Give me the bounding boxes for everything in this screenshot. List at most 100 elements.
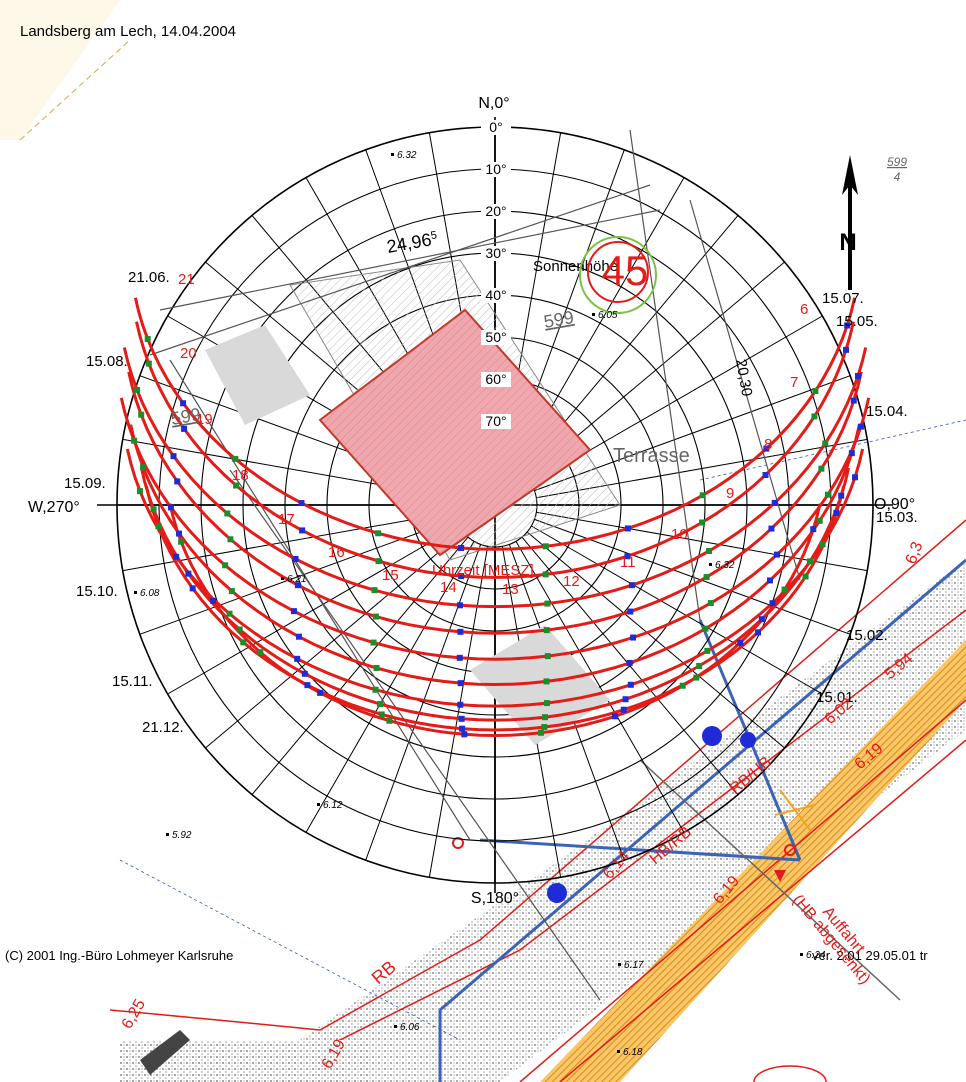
hour-mark — [457, 602, 464, 609]
spot-height-label: 5.92 — [172, 830, 192, 841]
altitude-tick-bg — [481, 414, 511, 429]
altitude-ticks: 0° 10° 20° 30° 40° 50° 60° 70° — [481, 119, 511, 429]
hour-mark — [228, 588, 235, 595]
hour-mark — [626, 659, 633, 666]
hour-label: 21 — [178, 271, 195, 288]
hour-label: 13 — [502, 581, 519, 598]
date-label-right: 15.07. — [822, 290, 864, 307]
road-elevation-label: 6,3 — [903, 540, 927, 567]
hour-mark — [317, 689, 324, 696]
hour-mark — [622, 696, 629, 703]
parcel-number-top: 599 — [887, 155, 907, 169]
hour-mark — [706, 547, 713, 554]
hour-mark — [155, 523, 162, 530]
hour-mark — [136, 488, 143, 495]
sun-path — [135, 321, 855, 579]
hour-mark — [144, 336, 151, 343]
hour-label: 19 — [196, 411, 213, 428]
spot-dot — [281, 577, 284, 580]
hour-mark — [857, 423, 864, 430]
altitude-tick-label: 70° — [485, 413, 506, 429]
hour-mark — [843, 346, 850, 353]
altitude-tick-bg — [481, 162, 511, 177]
hour-label: 8 — [764, 436, 772, 453]
hour-mark — [458, 544, 465, 551]
hour-mark — [819, 541, 826, 548]
hour-mark — [854, 372, 861, 379]
hour-mark — [131, 437, 138, 444]
hour-mark — [824, 491, 831, 498]
hour-label: 16 — [328, 544, 345, 561]
hour-mark — [294, 655, 301, 662]
hour-mark — [544, 600, 551, 607]
spot-height-label: 6.24 — [806, 950, 826, 961]
hour-mark — [810, 526, 817, 533]
hour-mark — [627, 608, 634, 615]
hour-mark — [771, 499, 778, 506]
spot-dot — [592, 313, 595, 316]
hour-mark — [233, 482, 240, 489]
spot-dot — [391, 153, 394, 156]
hour-mark — [224, 510, 231, 517]
hour-mark — [134, 386, 141, 393]
spot-height-label: 6.06 — [400, 1022, 420, 1033]
parcel-number-mid: 599 — [542, 307, 575, 332]
date-label-left: 21.06. — [128, 269, 170, 286]
hour-mark — [542, 543, 549, 550]
hour-mark — [373, 664, 380, 671]
spot-height-label: 6.32 — [397, 150, 417, 161]
sun-path — [140, 467, 850, 722]
hour-mark — [844, 322, 851, 329]
azimuth-line — [526, 531, 785, 749]
hour-mark — [294, 582, 301, 589]
hour-mark — [377, 701, 384, 708]
svg-text:45: 45 — [602, 247, 649, 294]
spot-heights: 6.32 6.08 5.92 6.12 6.17 6.18 6.24 6.32 6.05 6.06… — [134, 150, 826, 1058]
hour-mark — [816, 517, 823, 524]
copyright: (C) 2001 Ing.-Büro Lohmeyer Karlsruhe — [5, 948, 233, 963]
hour-label: 14 — [440, 579, 457, 596]
hour-mark — [295, 633, 302, 640]
date-label-right: 15.02. — [846, 627, 888, 644]
hour-labels: 21 20 19 18 17 16 15 14 13 12 11 10 9 8 7 6 — [178, 271, 808, 598]
hour-mark — [848, 450, 855, 457]
svg-text:N: N — [839, 229, 856, 256]
hour-mark — [222, 562, 229, 569]
hour-label: 10 — [671, 526, 688, 543]
hour-mark — [806, 558, 813, 565]
hour-mark — [704, 647, 711, 654]
hour-label: 12 — [563, 573, 580, 590]
hour-mark — [304, 682, 311, 689]
date-label-left: 15.11. — [112, 673, 153, 690]
hour-mark — [457, 628, 464, 635]
hour-mark — [178, 538, 185, 545]
hour-label: 17 — [278, 511, 295, 528]
distance-label: 24,965 — [385, 228, 439, 257]
hour-mark — [292, 555, 299, 562]
spot-height-label: 6.05 — [598, 310, 618, 321]
hour-mark — [456, 654, 463, 661]
hour-mark — [140, 464, 147, 471]
hour-mark — [699, 519, 706, 526]
hour-mark — [699, 492, 706, 499]
date-label-left: 15.09. — [64, 475, 106, 492]
hour-label: 20 — [180, 345, 197, 362]
house-footprint — [318, 308, 592, 557]
date-label-left: 15.10. — [76, 583, 118, 600]
hour-mark — [298, 500, 305, 507]
version: ver. 2.01 29.05.01 tr — [812, 948, 928, 963]
hour-mark — [290, 608, 297, 615]
hour-mark — [457, 701, 464, 708]
hour-mark — [240, 639, 247, 646]
hour-mark — [301, 670, 308, 677]
hour-mark — [620, 706, 627, 713]
hour-mark — [833, 509, 840, 516]
north-arrow-icon: N — [839, 155, 858, 290]
hour-mark — [375, 558, 382, 565]
sun-path — [133, 297, 857, 551]
uhrzeit-label: Uhrzeit [MESZ] — [432, 562, 534, 579]
altitude-tick-bg — [481, 330, 511, 345]
street-area — [109, 419, 966, 1082]
hour-mark — [459, 725, 466, 732]
altitude-tick-bg — [481, 204, 511, 219]
